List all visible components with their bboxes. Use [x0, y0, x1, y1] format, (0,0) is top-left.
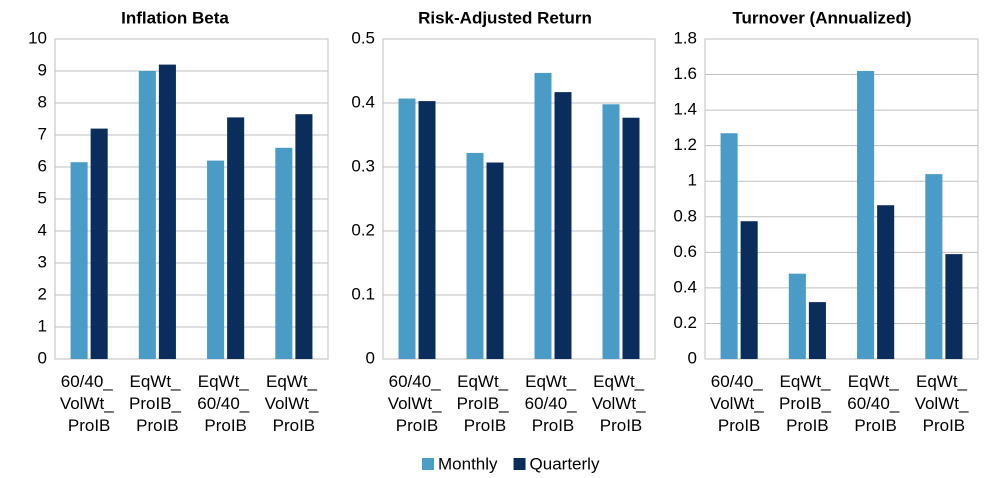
y-tick-label: 0.4 [351, 92, 375, 111]
y-tick-label: 1.2 [673, 135, 697, 154]
y-tick-label: 8 [38, 92, 47, 111]
y-tick-label: 0.3 [351, 156, 375, 175]
x-tick-label: EqWt_ VolWt_ ProIB [265, 372, 324, 435]
bar [740, 221, 758, 359]
bar [138, 71, 156, 359]
bar [808, 302, 826, 359]
bar [466, 152, 484, 359]
y-tick-label: 1 [38, 316, 47, 335]
y-tick-label: 0.5 [351, 28, 375, 47]
legend-label: Quarterly [530, 454, 600, 473]
bar [295, 114, 313, 359]
x-tick-label: EqWt_ 60/40_ ProIB [525, 372, 582, 435]
legend-swatch [422, 458, 434, 470]
x-tick-label: EqWt_ VolWt_ ProIB [915, 372, 974, 435]
y-tick-label: 7 [38, 124, 47, 143]
y-tick-label: 2 [38, 284, 47, 303]
bar [227, 117, 245, 360]
bar [857, 71, 875, 359]
bar [534, 72, 552, 360]
y-tick-label: 3 [38, 252, 47, 271]
bar [788, 273, 806, 359]
bar [925, 174, 943, 359]
bar [622, 117, 640, 359]
x-tick-label: 60/40_ VolWt_ ProIB [710, 372, 769, 435]
y-tick-label: 0.8 [673, 206, 697, 225]
bar [486, 162, 504, 359]
plot-border [382, 38, 656, 360]
bar [275, 147, 293, 359]
y-tick-label: 0 [38, 348, 47, 367]
plot-border [704, 38, 979, 360]
y-tick-label: 9 [38, 60, 47, 79]
x-tick-label: 60/40_ VolWt_ ProIB [60, 372, 119, 435]
bar [720, 133, 738, 359]
y-tick-label: 0.4 [673, 277, 697, 296]
bar [945, 254, 963, 359]
y-tick-label: 0 [366, 348, 375, 367]
x-tick-label: EqWt_ ProIB_ ProIB [457, 372, 514, 435]
legend-label: Monthly [438, 454, 498, 473]
x-tick-label: EqWt_ 60/40_ ProIB [847, 372, 904, 435]
chart-title: Turnover (Annualized) [732, 8, 911, 27]
bar [877, 205, 895, 359]
y-tick-label: 0 [688, 348, 697, 367]
y-tick-label: 5 [38, 188, 47, 207]
bar [602, 104, 620, 359]
x-tick-label: EqWt_ 60/40_ ProIB [197, 372, 254, 435]
y-tick-label: 6 [38, 156, 47, 175]
y-tick-label: 0.2 [673, 313, 697, 332]
chart-title: Inflation Beta [121, 8, 229, 27]
plot-border [54, 38, 329, 360]
chart-title: Risk-Adjusted Return [418, 8, 592, 27]
y-tick-label: 1.4 [673, 100, 697, 119]
bar [70, 162, 88, 359]
x-tick-label: EqWt_ VolWt_ ProIB [592, 372, 651, 435]
x-tick-label: EqWt_ ProIB_ ProIB [779, 372, 836, 435]
bar [90, 128, 108, 359]
y-tick-label: 0.2 [351, 220, 375, 239]
y-tick-label: 1 [688, 171, 697, 190]
bar [158, 64, 176, 359]
bar [207, 160, 225, 359]
y-tick-label: 4 [38, 220, 47, 239]
x-tick-label: 60/40_ VolWt_ ProIB [388, 372, 447, 435]
y-tick-label: 0.6 [673, 242, 697, 261]
bar [418, 101, 436, 359]
y-tick-label: 1.6 [673, 64, 697, 83]
x-tick-label: EqWt_ ProIB_ ProIB [129, 372, 186, 435]
bar [554, 92, 572, 360]
y-tick-label: 0.1 [351, 284, 375, 303]
legend-swatch [513, 458, 526, 470]
y-tick-label: 10 [28, 28, 47, 47]
bar [398, 98, 416, 360]
y-tick-label: 1.8 [673, 28, 697, 47]
